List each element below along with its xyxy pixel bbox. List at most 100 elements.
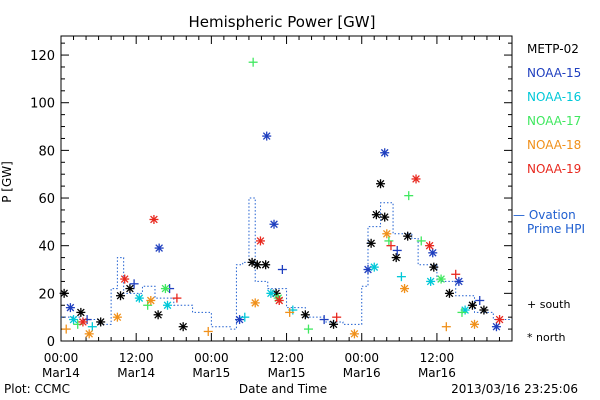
ovation-legend-line2: Prime HPI	[527, 222, 585, 236]
point-noaa-17-south	[404, 191, 414, 201]
point-noaa-19-north	[274, 295, 284, 305]
point-noaa-17-south	[457, 307, 467, 317]
ovation-legend-line1: — Ovation	[513, 208, 576, 222]
point-metp-02-north	[96, 317, 106, 327]
point-noaa-16-north	[266, 288, 276, 298]
point-noaa-18-north	[146, 295, 156, 305]
ovation-prime-hpi-line	[61, 197, 512, 330]
legend-entry-metp-02: METP-02	[527, 42, 579, 56]
point-metp-02-north	[444, 288, 454, 298]
y-tick-label: 80	[38, 144, 55, 159]
point-noaa-16-north	[369, 262, 379, 272]
point-noaa-15-south	[475, 295, 485, 305]
point-noaa-15-north	[380, 148, 390, 158]
point-noaa-16-south	[87, 322, 97, 332]
point-noaa-16-south	[396, 272, 406, 282]
x-tick-label-time: 12:00	[269, 351, 304, 365]
point-noaa-18-south	[441, 322, 451, 332]
x-tick-label-time: 00:00	[344, 351, 379, 365]
point-noaa-17-south	[248, 57, 258, 67]
point-metp-02-north	[479, 305, 489, 315]
legend-entry-noaa-16: NOAA-16	[527, 90, 582, 104]
point-noaa-16-north	[163, 300, 173, 310]
y-tick-label: 60	[38, 192, 55, 207]
point-noaa-18-north	[349, 329, 359, 339]
chart-title: Hemispheric Power [GW]	[189, 13, 376, 31]
legend-entry-noaa-15: NOAA-15	[527, 66, 582, 80]
point-metp-02-north	[329, 319, 339, 329]
point-noaa-15-south	[129, 279, 139, 289]
point-noaa-16-south	[240, 312, 250, 322]
point-metp-02-north	[261, 260, 271, 270]
point-noaa-19-north	[411, 174, 421, 184]
point-noaa-16-north	[134, 293, 144, 303]
marker-note-north: * north	[527, 331, 566, 344]
legend-entry-noaa-18: NOAA-18	[527, 138, 582, 152]
point-metp-02-north	[371, 210, 381, 220]
point-metp-02-north	[252, 260, 262, 270]
point-noaa-19-north	[78, 317, 88, 327]
plot-credit: Plot: CCMC	[4, 382, 70, 396]
point-noaa-15-north	[454, 276, 464, 286]
point-metp-02-north	[59, 288, 69, 298]
point-noaa-15-south	[392, 245, 402, 255]
point-noaa-15-south	[319, 315, 329, 325]
point-noaa-18-north	[400, 284, 410, 294]
axes-layer: 02040608010012000:00Mar1412:00Mar1400:00…	[30, 36, 512, 380]
point-noaa-17-north	[160, 284, 170, 294]
point-noaa-15-north	[235, 315, 245, 325]
point-noaa-19-north	[495, 315, 505, 325]
point-metp-02-north	[380, 212, 390, 222]
marker-note-south: + south	[527, 298, 571, 311]
point-noaa-19-north	[120, 274, 130, 284]
point-noaa-15-north	[269, 219, 279, 229]
point-metp-02-north	[391, 253, 401, 263]
x-tick-label-date: Mar15	[192, 366, 230, 380]
point-noaa-17-south	[303, 324, 313, 334]
plot-timestamp: 2013/03/16 23:25:06	[451, 382, 578, 396]
point-metp-02-north	[376, 179, 386, 189]
point-noaa-19-south	[451, 269, 461, 279]
point-noaa-16-north	[69, 315, 79, 325]
point-noaa-18-north	[382, 229, 392, 239]
point-noaa-15-north	[65, 303, 75, 313]
point-noaa-19-south	[332, 312, 342, 322]
point-noaa-19-north	[425, 241, 435, 251]
point-noaa-19-north	[149, 214, 159, 224]
x-tick-label-date: Mar16	[418, 366, 456, 380]
point-metp-02-north	[125, 284, 135, 294]
y-tick-label: 0	[47, 335, 55, 350]
points-layer	[59, 57, 505, 339]
point-noaa-17-south	[143, 300, 153, 310]
y-tick-label: 120	[30, 49, 55, 64]
y-axis-label: P [GW]	[0, 161, 14, 203]
point-metp-02-north	[178, 322, 188, 332]
point-noaa-18-north	[112, 312, 122, 322]
point-noaa-18-south	[285, 307, 295, 317]
y-tick-label: 100	[30, 97, 55, 112]
x-tick-label-date: Mar16	[343, 366, 381, 380]
point-metp-02-north	[366, 238, 376, 248]
point-noaa-18-north	[470, 319, 480, 329]
point-noaa-17-south	[416, 236, 426, 246]
x-axis-label: Date and Time	[239, 382, 327, 396]
point-metp-02-north	[403, 231, 413, 241]
point-noaa-15-north	[491, 322, 501, 332]
point-noaa-19-north	[255, 236, 265, 246]
point-noaa-17-north	[436, 274, 446, 284]
y-tick-label: 40	[38, 240, 55, 255]
y-tick-label: 20	[38, 287, 55, 302]
point-noaa-18-north	[250, 298, 260, 308]
x-tick-label-date: Mar14	[42, 366, 80, 380]
point-noaa-18-north	[84, 329, 94, 339]
point-noaa-15-south	[277, 265, 287, 275]
point-metp-02-north	[300, 310, 310, 320]
x-tick-label-time: 12:00	[420, 351, 455, 365]
point-noaa-15-north	[154, 243, 164, 253]
point-noaa-15-north	[428, 248, 438, 258]
x-tick-label-time: 12:00	[119, 351, 154, 365]
x-tick-label-date: Mar14	[117, 366, 155, 380]
ovation-layer	[61, 197, 512, 330]
point-metp-02-north	[467, 300, 477, 310]
